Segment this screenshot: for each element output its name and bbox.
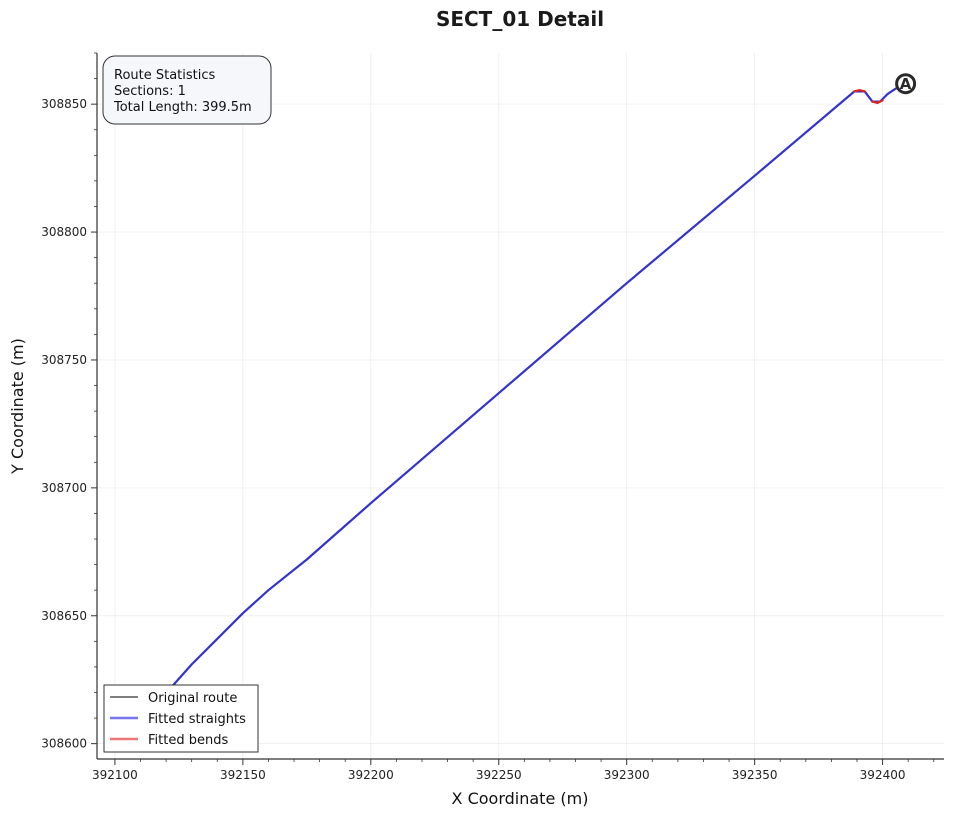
y-tick-label: 308600 bbox=[41, 737, 87, 751]
route-statistics-box: Route Statistics Sections: 1 Total Lengt… bbox=[102, 55, 272, 125]
series-fitted-straights bbox=[170, 82, 907, 689]
legend-label-fitted-bends: Fitted bends bbox=[148, 733, 228, 748]
axes bbox=[96, 53, 944, 760]
y-axis-label: Y Coordinate (m) bbox=[8, 338, 27, 475]
y-tick-label: 308800 bbox=[41, 225, 87, 239]
x-tick-label: 392150 bbox=[220, 768, 266, 782]
x-tick-label: 392200 bbox=[348, 768, 394, 782]
grid-lines bbox=[97, 53, 944, 759]
ticks: 392100 392150 392200 392250 392300 392350 3924… bbox=[41, 52, 935, 782]
y-tick-label: 308750 bbox=[41, 353, 87, 367]
series-original-route bbox=[170, 83, 906, 688]
y-tick-label: 308700 bbox=[41, 481, 87, 495]
x-tick-label: 392300 bbox=[604, 768, 650, 782]
x-axis-label: X Coordinate (m) bbox=[452, 789, 589, 808]
series-fitted-bend bbox=[853, 88, 866, 93]
chart-title: SECT_01 Detail bbox=[436, 7, 604, 31]
stats-total-length: Total Length: 399.5m bbox=[113, 100, 252, 115]
x-tick-label: 392400 bbox=[860, 768, 906, 782]
y-tick-label: 308650 bbox=[41, 609, 87, 623]
x-tick-label: 392350 bbox=[732, 768, 778, 782]
stats-title: Route Statistics bbox=[114, 68, 216, 83]
series-layer bbox=[170, 82, 907, 689]
route-markers: AB bbox=[124, 73, 917, 737]
x-tick-label: 392250 bbox=[476, 768, 522, 782]
route-marker-a bbox=[895, 73, 917, 95]
legend-label-original-route: Original route bbox=[148, 691, 237, 706]
stats-sections: Sections: 1 bbox=[114, 84, 186, 99]
stats-box-frame bbox=[102, 55, 272, 125]
x-tick-label: 392100 bbox=[92, 768, 138, 782]
y-tick-label: 308850 bbox=[41, 97, 87, 111]
legend-label-fitted-straights: Fitted straights bbox=[148, 712, 246, 727]
route-marker-label-a: A bbox=[900, 75, 912, 93]
legend: Original route Fitted straights Fitted b… bbox=[103, 684, 259, 753]
series-fitted-bend bbox=[871, 99, 884, 105]
